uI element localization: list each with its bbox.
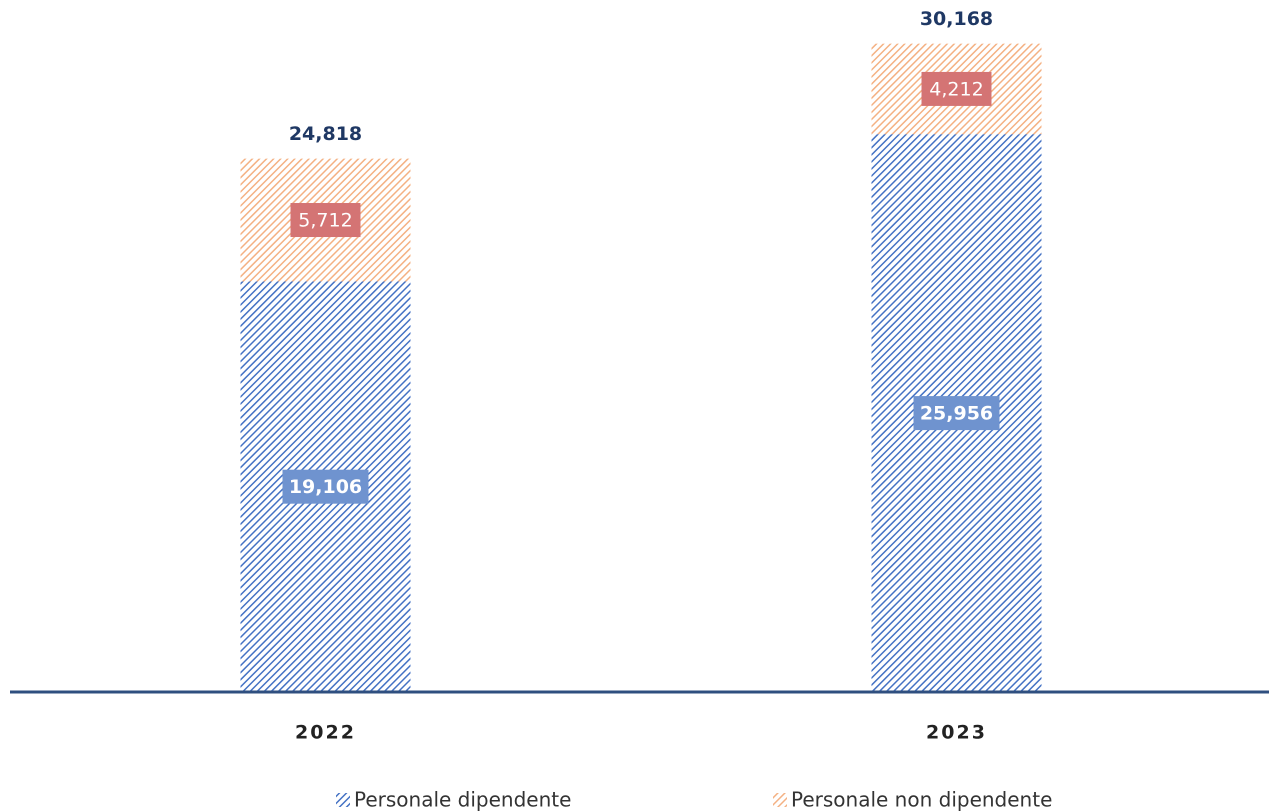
data-label: 5,712 — [298, 210, 352, 232]
data-label: 19,106 — [289, 476, 362, 498]
data-label: 4,212 — [929, 78, 983, 100]
data-label-box — [913, 396, 1000, 431]
legend-swatch — [773, 793, 787, 807]
x-tick-label: 2022 — [295, 722, 356, 744]
legend-swatch — [336, 793, 350, 807]
data-label-box — [290, 203, 361, 238]
data-label-box — [282, 469, 369, 504]
data-label: 25,956 — [920, 403, 993, 425]
legend-label: Personale dipendente — [354, 788, 571, 812]
total-label: 30,168 — [920, 8, 993, 30]
total-label: 24,818 — [289, 123, 362, 145]
legend-label: Personale non dipendente — [791, 788, 1052, 812]
x-tick-label: 2023 — [926, 722, 987, 744]
data-label-box — [921, 71, 992, 106]
